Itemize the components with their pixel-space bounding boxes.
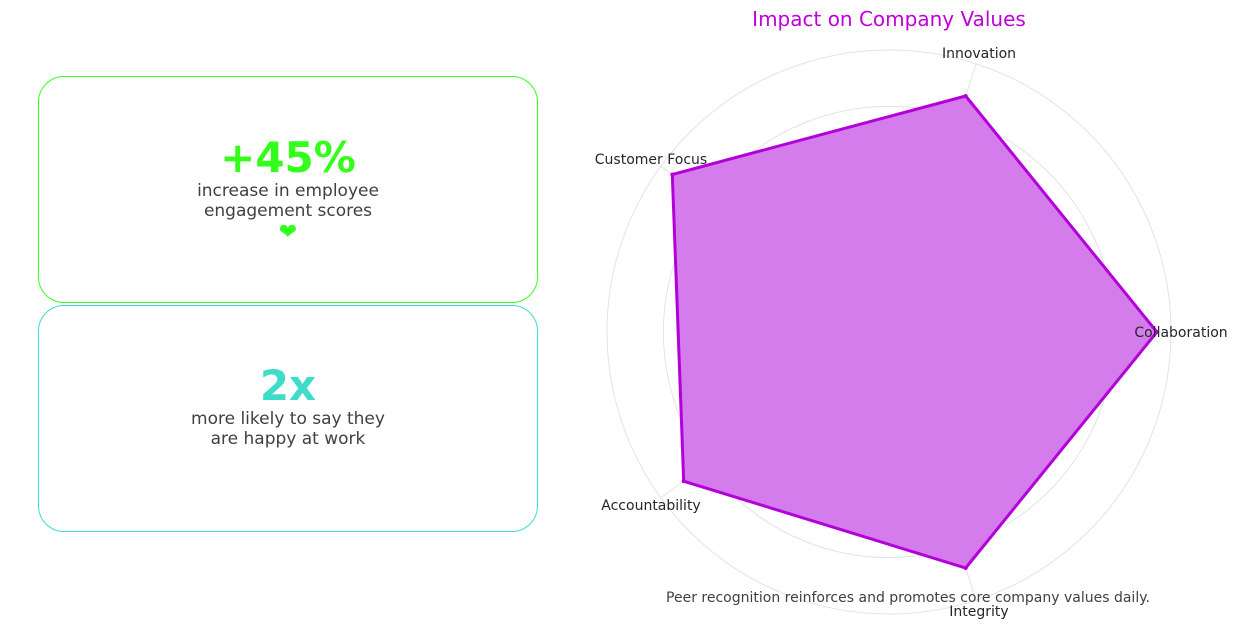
radar-axis-label-innovation: Innovation <box>942 46 1016 62</box>
chart-caption: Peer recognition reinforces and promotes… <box>666 590 1150 606</box>
chart-title: Impact on Company Values <box>752 7 1026 31</box>
engagement-stat-value: +45% <box>220 133 356 182</box>
radar-point-collaboration <box>1154 330 1159 334</box>
engagement-stat-line1: increase in employee <box>197 181 379 201</box>
happiness-stat-line1: more likely to say they <box>191 409 385 429</box>
radar-axis-label-accountability: Accountability <box>601 498 700 514</box>
engagement-stat-card: +45% increase in employee engagement sco… <box>38 76 538 303</box>
happiness-stat-value: 2x <box>259 361 317 410</box>
radar-point-accountability <box>681 479 686 484</box>
engagement-stat-description: increase in employee engagement scores <box>79 181 497 221</box>
happiness-stat-line2: are happy at work <box>210 429 366 449</box>
radar-axis-label-customer-focus: Customer Focus <box>595 152 707 168</box>
radar-series-area <box>670 94 1159 570</box>
happiness-stat-description: more likely to say they are happy at wor… <box>79 409 497 449</box>
radar-point-innovation <box>963 94 968 98</box>
radar-axis-label-integrity: Integrity <box>949 604 1008 620</box>
engagement-stat-line2: engagement scores <box>203 201 373 221</box>
radar-axis-label-collaboration: Collaboration <box>1134 325 1227 341</box>
radar-point-customer-focus <box>670 172 675 177</box>
happiness-stat-card: 2x more likely to say they are happy at … <box>38 305 538 532</box>
heart-icon: ❤ <box>278 220 298 245</box>
radar-point-integrity <box>963 566 968 570</box>
